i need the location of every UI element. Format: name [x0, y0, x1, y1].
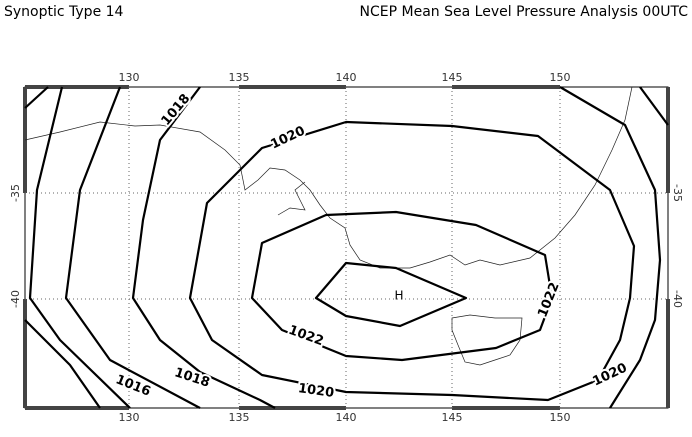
- lat-labels: -35 -40 -35 -40: [9, 184, 684, 308]
- isobars: [24, 86, 669, 409]
- lon-label: 150: [550, 71, 571, 84]
- lon-label: 145: [442, 411, 463, 424]
- lon-label: 130: [119, 71, 140, 84]
- lon-label: 140: [336, 411, 357, 424]
- lat-label: -35: [9, 184, 22, 202]
- lon-labels: 130 135 140 145 150 130 135 140 145 150: [119, 71, 571, 424]
- lon-label: 135: [229, 71, 250, 84]
- graticule: [25, 87, 668, 408]
- contour-label: 1018: [172, 365, 211, 390]
- title-left: Synoptic Type 14: [4, 4, 124, 20]
- map-frame: [23, 85, 670, 410]
- contour-label: 1020: [297, 381, 335, 401]
- lat-label: -40: [9, 290, 22, 308]
- lon-label: 145: [442, 71, 463, 84]
- contour-label: 1016: [113, 372, 152, 399]
- lon-label: 130: [119, 411, 140, 424]
- gulf-coast: [277, 181, 306, 216]
- lat-label: -40: [671, 290, 684, 308]
- tasmania: [451, 314, 523, 366]
- contour-label: 1018: [159, 91, 194, 128]
- lon-label: 150: [550, 411, 571, 424]
- contour-labels: 1018 1020 1022 1022 1016 1018 1020 1020: [111, 89, 631, 403]
- coastline: [24, 86, 633, 269]
- contour-label: 1020: [268, 124, 307, 153]
- high-marker: H: [394, 289, 403, 303]
- contour-label: 1022: [535, 280, 562, 319]
- contour-label: 1022: [286, 323, 325, 349]
- title-right: NCEP Mean Sea Level Pressure Analysis 00…: [360, 4, 689, 20]
- lat-label: -35: [671, 184, 684, 202]
- lon-label: 140: [336, 71, 357, 84]
- lon-label: 135: [229, 411, 250, 424]
